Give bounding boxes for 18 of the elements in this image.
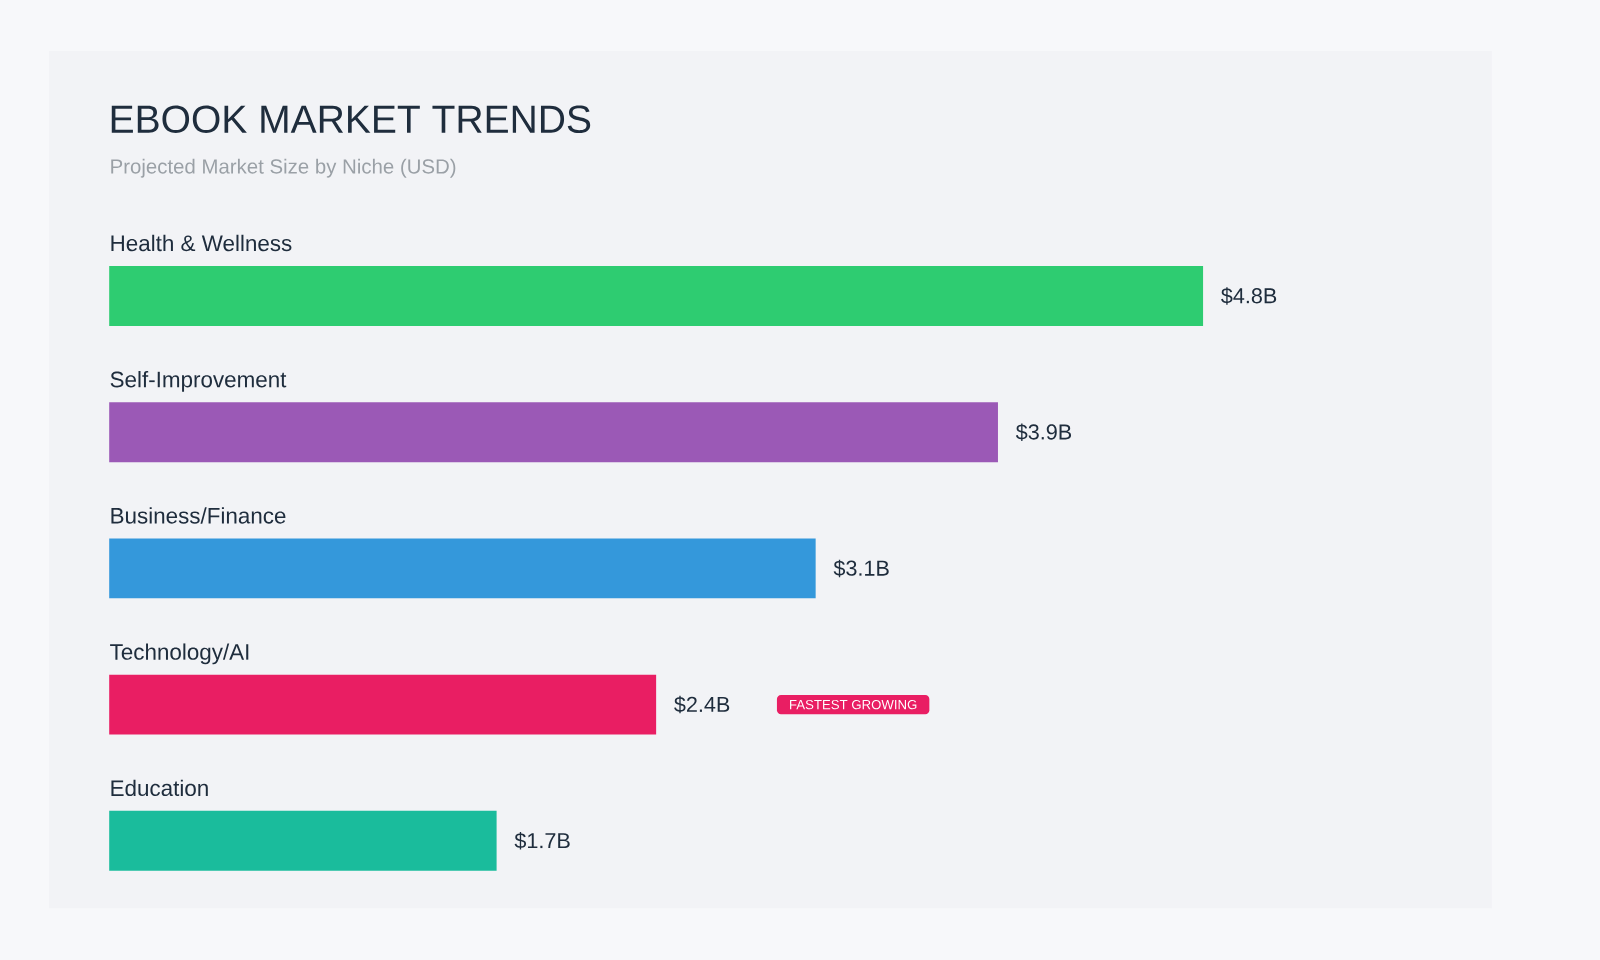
data-label: $3.1B <box>833 559 889 578</box>
annotation: FASTEST GROWING <box>790 699 917 710</box>
bar <box>109 538 816 599</box>
chart-title: EBOOK MARKET TRENDS <box>111 105 591 133</box>
data-label: $3.9B <box>1015 423 1072 441</box>
y-tick-label: Education <box>111 779 208 796</box>
data-label: $4.8B <box>1221 287 1277 305</box>
bar <box>109 265 1204 326</box>
bar <box>109 810 497 871</box>
y-tick-label: Technology/AI <box>110 643 249 665</box>
chart-subtitle: Projected Market Size by Niche (USD) <box>111 158 456 178</box>
y-tick-label: Business/Finance <box>111 507 286 524</box>
bar <box>109 402 998 463</box>
y-tick-label: Self-Improvement <box>110 370 287 392</box>
bar <box>109 674 657 735</box>
y-tick-label: Health & Wellness <box>111 234 292 252</box>
data-label: $2.4B <box>674 695 730 714</box>
data-label: $1.7B <box>514 831 570 850</box>
